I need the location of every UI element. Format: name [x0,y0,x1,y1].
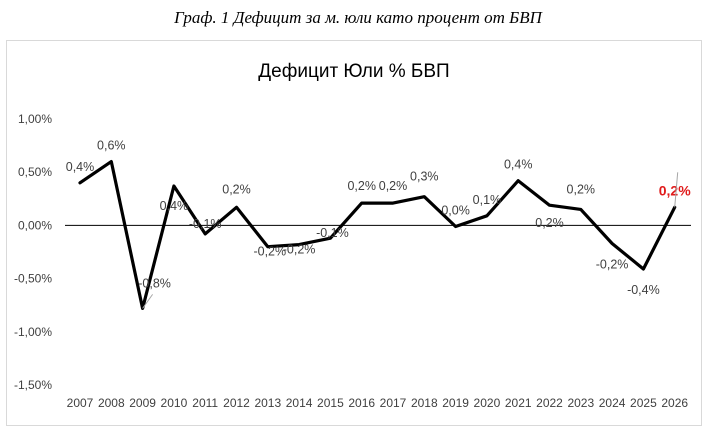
line-chart: Дефицит Юли % БВП 1,00% 0,50% 0,00% -0,50% -… [14,61,691,410]
data-label: 0,0% [441,203,470,217]
data-label: 0,1% [473,193,502,207]
figure-caption: Граф. 1 Дефицит за м. юли като процент о… [174,8,542,27]
x-tick-label: 2020 [474,396,501,410]
data-point [423,195,426,198]
data-point [517,179,520,182]
x-tick-label: 2024 [599,396,626,410]
y-tick-label: -0,50% [14,272,52,286]
leader-line [142,294,154,309]
x-tick-label: 2008 [98,396,125,410]
data-label: 0,4% [66,160,95,174]
data-point [110,160,113,163]
y-tick-label: 0,50% [18,165,52,179]
data-label: 0,4% [160,199,189,213]
x-tick-label: 2021 [505,396,532,410]
x-tick-label: 2026 [661,396,688,410]
x-tick-label: 2019 [442,396,469,410]
data-point [297,243,301,246]
data-label: -0,8% [138,276,171,290]
data-point [329,236,332,240]
data-label: -0,1% [189,217,222,231]
data-point [610,242,614,245]
data-point [360,201,363,205]
data-point [266,245,269,248]
data-label: 0,2% [535,216,564,230]
data-point [579,208,582,211]
data-point [642,267,645,271]
x-tick-label: 2014 [286,396,313,410]
x-tick-label: 2015 [317,396,344,410]
data-label: 0,2% [379,179,408,193]
x-tick-label: 2011 [192,396,218,410]
chart-area: Дефицит Юли % БВП 1,00% 0,50% 0,00% -0,50% -… [6,40,702,426]
data-label: -0,2% [283,243,316,257]
leader-line [674,172,679,208]
x-tick-label: 2013 [254,396,281,410]
data-label: 0,3% [410,170,439,184]
x-tick-label: 2016 [348,396,375,410]
series-line [78,159,677,310]
highlighted-data-label: 0,2% [659,182,691,198]
y-tick-label: 1,00% [18,112,52,126]
data-label: -0,4% [627,283,660,297]
x-tick-label: 2017 [380,396,407,410]
data-point [548,203,551,207]
y-tick-label: 0,00% [18,218,52,232]
data-label: 0,4% [504,158,533,172]
data-label: 0,2% [347,179,376,193]
data-label: -0,2% [596,257,629,271]
data-label: -0,1% [316,226,349,240]
data-point [235,206,238,209]
data-point [391,201,395,205]
x-tick-label: 2009 [129,396,156,410]
data-label: 0,6% [97,139,126,153]
data-point [454,225,457,228]
y-tick-label: -1,00% [14,325,52,339]
x-tick-label: 2018 [411,396,438,410]
data-label: 0,2% [567,182,596,196]
data-point [204,232,207,236]
x-tick-label: 2007 [67,396,94,410]
data-point [485,214,489,218]
x-tick-label: 2010 [161,396,188,410]
data-point [172,184,176,188]
chart-title: Дефицит Юли % БВП [258,61,449,82]
y-tick-label: -1,50% [14,378,52,392]
x-tick-label: 2023 [567,396,594,410]
x-tick-label: 2022 [536,396,563,410]
data-label: -0,2% [253,245,286,259]
x-tick-label: 2012 [223,396,250,410]
x-tick-label: 2025 [630,396,657,410]
data-label: 0,2% [222,182,251,196]
data-point [78,181,82,185]
